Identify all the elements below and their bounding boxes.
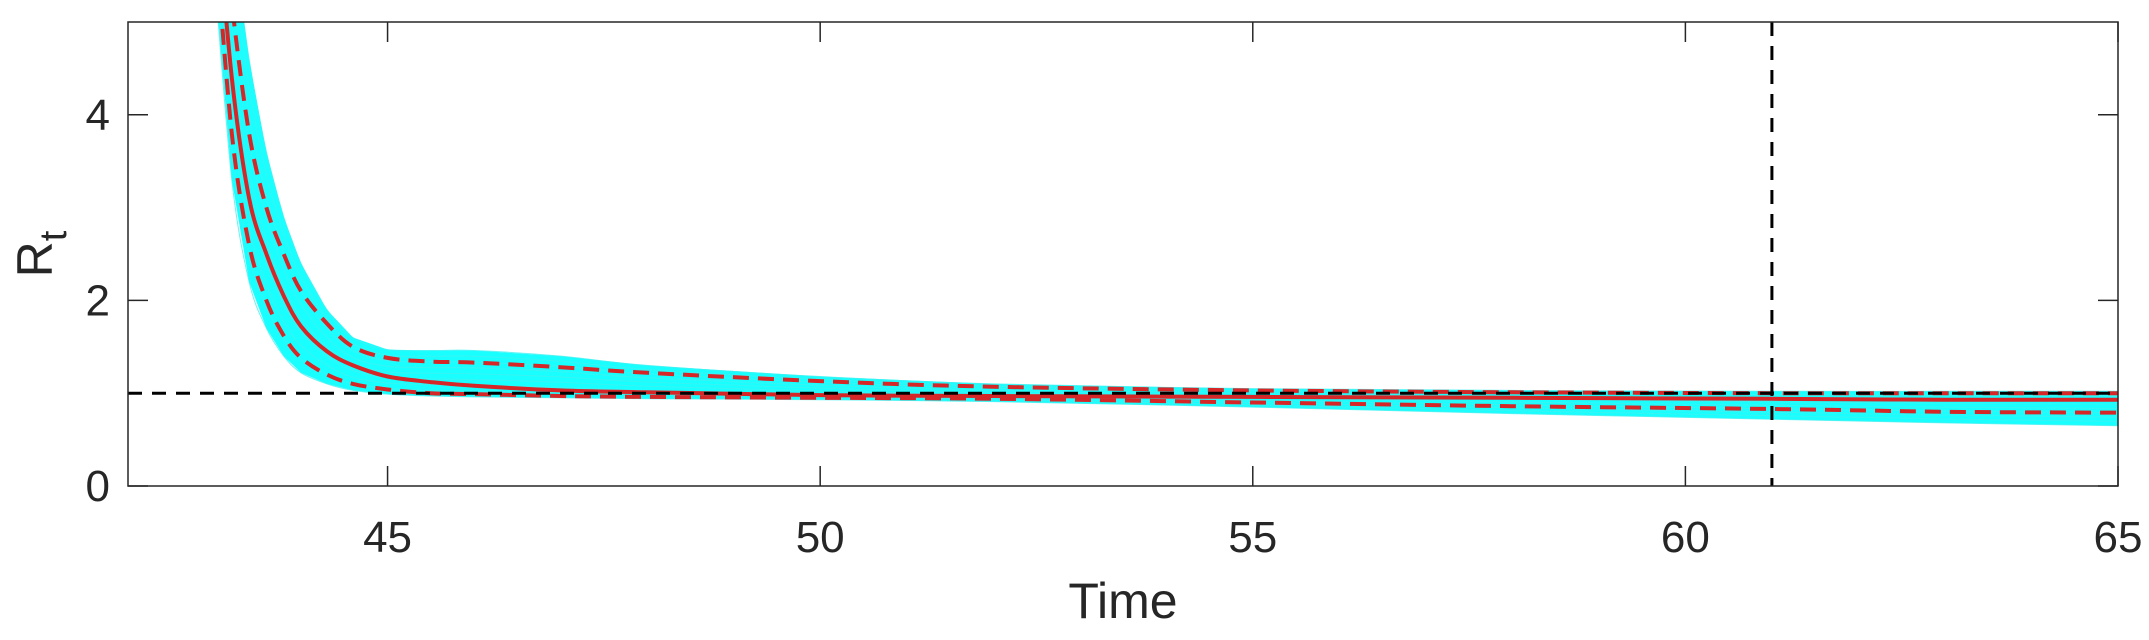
y-tick-label: 2 — [86, 276, 110, 325]
x-tick-label: 50 — [796, 513, 845, 562]
ensemble-trace — [217, 22, 2118, 427]
ensemble-trace — [227, 22, 2118, 409]
x-tick-label: 55 — [1228, 513, 1277, 562]
x-axis-label: Time — [1068, 573, 1177, 629]
y-axis-label-subscript: t — [33, 230, 75, 241]
x-tick-label: 45 — [363, 513, 412, 562]
median-line — [224, 22, 2118, 402]
x-tick-label: 65 — [2094, 513, 2143, 562]
y-axis-label-main: R — [7, 241, 63, 277]
ensemble-trace — [243, 22, 2118, 392]
y-tick-label: 0 — [86, 462, 110, 511]
ensemble-band — [218, 22, 2118, 426]
y-axis-label: Rt — [7, 230, 75, 277]
ensemble-trace — [231, 22, 2118, 405]
y-tick-label: 4 — [86, 91, 110, 140]
upper-bound-line — [231, 22, 2118, 396]
axis-ticks: 45 50 55 60 65 0 2 4 — [86, 22, 2143, 562]
lower-bound-line — [219, 22, 2118, 415]
reference-lines — [128, 22, 2118, 486]
ensemble-trace — [222, 22, 2118, 418]
x-tick-label: 60 — [1661, 513, 1710, 562]
plot-frame — [127, 21, 2119, 487]
